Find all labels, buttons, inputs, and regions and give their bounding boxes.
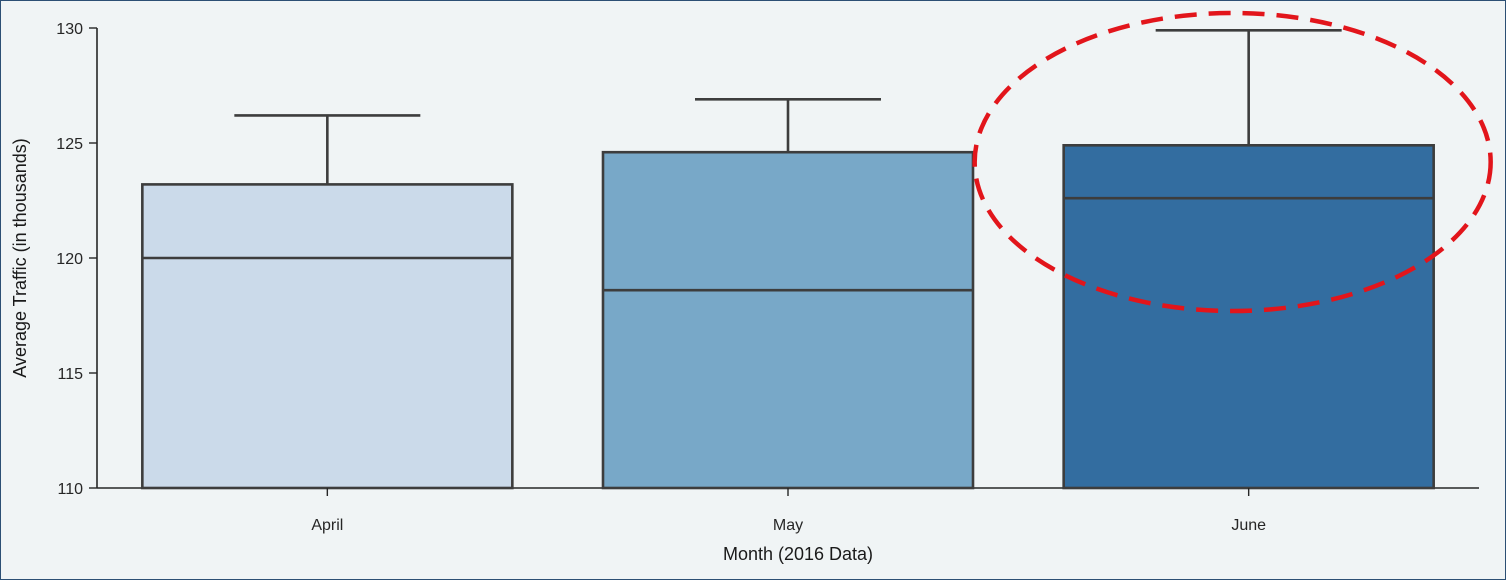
y-tick-label: 125 <box>56 136 83 153</box>
highlight-ellipse <box>972 10 1493 314</box>
box-may <box>601 150 975 490</box>
x-tick-label: June <box>1231 517 1266 534</box>
y-tick-label: 110 <box>57 481 83 498</box>
box-june <box>1062 144 1435 490</box>
y-tick-label: 120 <box>56 251 83 268</box>
x-tick-label: May <box>773 517 803 534</box>
x-axis-label: Month (2016 Data) <box>723 544 873 564</box>
y-tick-label: 130 <box>56 21 83 38</box>
box-april <box>141 183 514 490</box>
y-tick-label: 115 <box>57 366 83 383</box>
y-axis-label: Average Traffic (in thousands) <box>10 138 30 377</box>
plot-area: 110 115 120 125 130 April May June <box>56 10 1493 534</box>
x-tick-label: April <box>311 517 343 534</box>
